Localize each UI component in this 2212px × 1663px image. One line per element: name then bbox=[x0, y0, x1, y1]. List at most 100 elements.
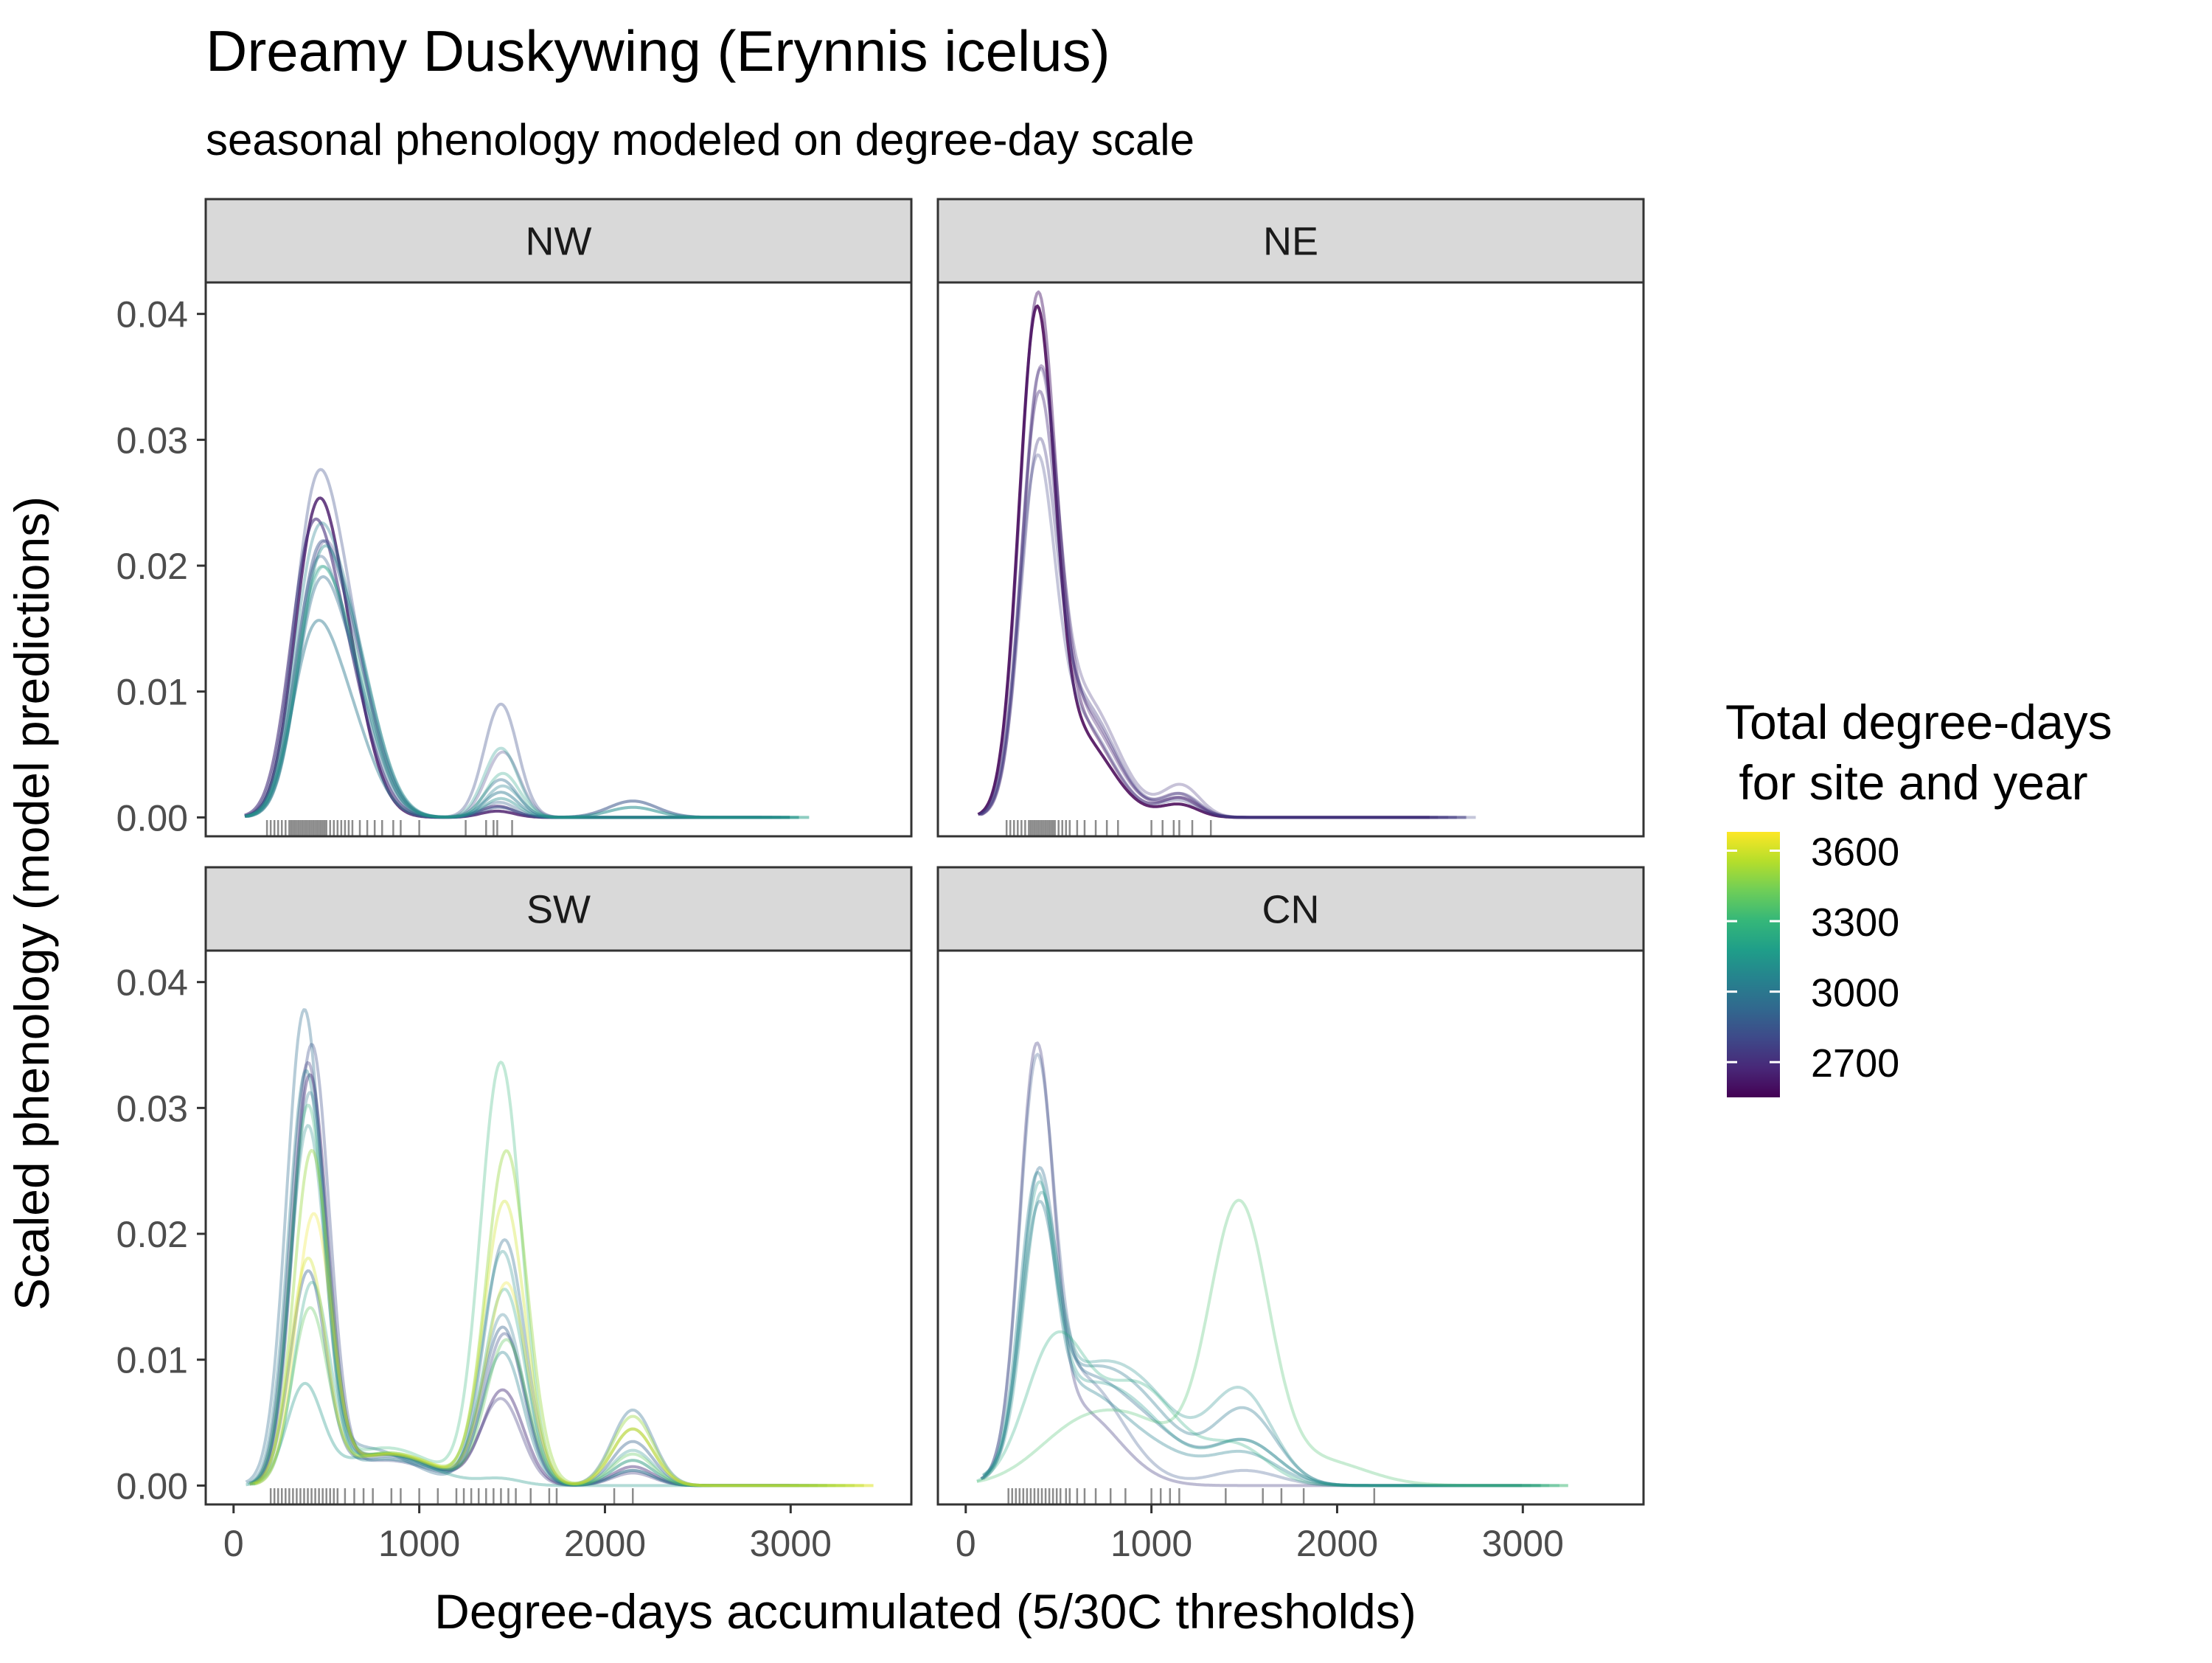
facet-strip bbox=[204, 198, 913, 284]
phenology-curve bbox=[980, 367, 1467, 819]
phenology-curve bbox=[982, 1180, 1559, 1487]
panels-layer: NW 0.00 0.01 0.02 0.03 0.04 NE SW 0.00 0.01 0.02 0.… bbox=[116, 198, 1645, 1564]
phenology-curve bbox=[979, 389, 1457, 819]
facet-strip bbox=[936, 198, 1645, 284]
phenology-curve bbox=[252, 1043, 799, 1487]
panel-border bbox=[204, 281, 913, 838]
phenology-curve bbox=[244, 619, 790, 819]
x-axis-label: Degree-days accumulated (5/30C threshold… bbox=[434, 1584, 1416, 1639]
y-axis-label: Scaled phenology (model predictions) bbox=[4, 496, 59, 1310]
legend-tick-label: 2700 bbox=[1811, 1041, 1899, 1086]
phenology-curve bbox=[246, 565, 810, 819]
phenology-curve bbox=[977, 453, 1476, 819]
panel-background bbox=[938, 282, 1644, 836]
x-tick-label: 2000 bbox=[564, 1523, 646, 1564]
x-tick-label: 2000 bbox=[1296, 1523, 1378, 1564]
y-tick-label: 0.01 bbox=[116, 672, 188, 713]
panel-border bbox=[936, 281, 1645, 838]
phenology-curve bbox=[254, 1212, 874, 1487]
y-tick-label: 0.03 bbox=[116, 420, 188, 461]
x-tick-label: 1000 bbox=[1110, 1523, 1192, 1564]
legend-tick-label: 3300 bbox=[1811, 900, 1899, 945]
legend-title-line-2: for site and year bbox=[1725, 755, 2088, 810]
phenology-curve bbox=[251, 1091, 818, 1487]
y-tick-label: 0.00 bbox=[116, 797, 188, 839]
phenology-curve bbox=[245, 1008, 810, 1487]
y-tick-label: 0.04 bbox=[116, 962, 188, 1004]
phenology-curve bbox=[248, 1124, 828, 1487]
phenology-curve bbox=[244, 468, 782, 819]
y-tick-label: 0.02 bbox=[116, 1214, 188, 1255]
phenology-curve bbox=[244, 517, 773, 819]
x-tick-label: 0 bbox=[956, 1523, 976, 1564]
legend-title-line-1: Total degree-days bbox=[1725, 695, 2112, 749]
phenology-curve bbox=[979, 437, 1466, 819]
phenology-curve bbox=[980, 1052, 1522, 1487]
phenology-curve bbox=[247, 544, 799, 819]
panel-background bbox=[938, 951, 1644, 1504]
legend-colorbar bbox=[1727, 832, 1780, 1097]
x-tick-label: 3000 bbox=[1482, 1523, 1564, 1564]
chart-title: Dreamy Duskywing (Erynnis icelus) bbox=[206, 18, 1110, 83]
phenology-curve bbox=[244, 555, 790, 819]
facet-strip-label: NW bbox=[526, 220, 592, 264]
phenology-curve bbox=[251, 1073, 790, 1487]
phenology-curve bbox=[246, 539, 790, 819]
phenology-curve bbox=[249, 1269, 799, 1487]
chart-subtitle: seasonal phenology modeled on degree-day… bbox=[206, 115, 1194, 164]
phenology-curve bbox=[248, 1060, 790, 1487]
facet-strip-label: SW bbox=[526, 888, 591, 932]
facet-strip-label: NE bbox=[1263, 220, 1318, 264]
panel-sw: SW 0.00 0.01 0.02 0.03 0.04 0 1000 2000 3000 bbox=[116, 866, 913, 1564]
y-tick-label: 0.04 bbox=[116, 294, 188, 336]
phenology-curve bbox=[982, 1166, 1531, 1487]
legend: Total degree-days for site and year 2700… bbox=[1725, 695, 2112, 1097]
phenology-curve bbox=[247, 539, 782, 819]
x-tick-label: 0 bbox=[223, 1523, 244, 1564]
y-tick-label: 0.00 bbox=[116, 1465, 188, 1507]
phenology-curve bbox=[244, 564, 810, 819]
legend-ticks: 2700 3000 3300 3600 bbox=[1727, 830, 1899, 1086]
legend-tick-label: 3000 bbox=[1811, 971, 1899, 1015]
series-layer bbox=[245, 1008, 874, 1504]
phenology-curve bbox=[982, 1200, 1540, 1487]
facet-strip bbox=[936, 866, 1645, 952]
phenology-curve bbox=[246, 1381, 827, 1487]
panel-cn: CN 0 1000 2000 3000 bbox=[936, 866, 1645, 1564]
phenology-curve bbox=[253, 1280, 836, 1487]
y-tick-label: 0.02 bbox=[116, 546, 188, 587]
phenology-curve bbox=[249, 1199, 874, 1487]
phenology-curve bbox=[247, 1069, 818, 1487]
phenology-curve bbox=[984, 1190, 1550, 1487]
phenology-curve bbox=[244, 521, 799, 819]
legend-tick-label: 3600 bbox=[1811, 830, 1899, 874]
phenology-curve bbox=[251, 1306, 855, 1487]
facet-strip bbox=[204, 866, 913, 952]
phenology-curve bbox=[248, 1060, 846, 1487]
x-tick-label: 1000 bbox=[378, 1523, 460, 1564]
panel-background bbox=[206, 951, 911, 1504]
phenology-curve bbox=[976, 1330, 1568, 1487]
y-tick-label: 0.03 bbox=[116, 1088, 188, 1129]
phenology-curve bbox=[246, 575, 790, 819]
panel-border bbox=[936, 949, 1645, 1506]
phenology-curve bbox=[252, 1149, 864, 1487]
panel-border bbox=[204, 949, 913, 1506]
phenology-curve bbox=[976, 1198, 1568, 1487]
phenology-curve bbox=[978, 290, 1439, 819]
panel-nw: NW 0.00 0.01 0.02 0.03 0.04 bbox=[116, 198, 913, 839]
panel-ne: NE bbox=[936, 198, 1645, 838]
series-layer bbox=[244, 468, 810, 836]
series-layer bbox=[976, 1041, 1568, 1504]
phenology-curve bbox=[981, 364, 1449, 819]
y-tick-label: 0.01 bbox=[116, 1340, 188, 1381]
phenology-curve bbox=[980, 1041, 1522, 1487]
series-layer bbox=[977, 290, 1476, 836]
panel-background bbox=[206, 282, 911, 836]
phenology-curve bbox=[980, 1170, 1542, 1487]
x-tick-label: 3000 bbox=[750, 1523, 832, 1564]
phenology-curve bbox=[977, 304, 1430, 819]
facet-strip-label: CN bbox=[1262, 888, 1320, 932]
